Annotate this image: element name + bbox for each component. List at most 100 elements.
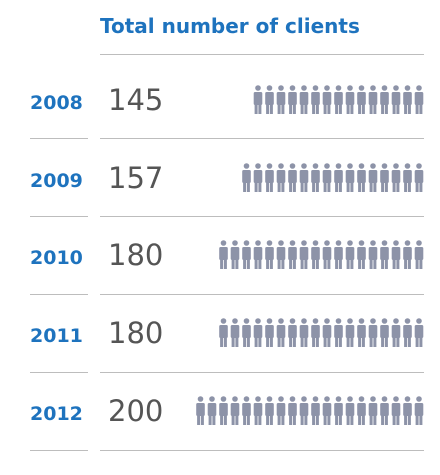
person-icon [334, 163, 343, 192]
chart-title: Total number of clients [100, 14, 360, 38]
person-icon [391, 318, 401, 347]
row-divider-left [30, 138, 88, 139]
person-icon [380, 163, 389, 192]
person-icon [414, 240, 424, 269]
person-icon [414, 85, 424, 114]
person-icon [322, 163, 332, 192]
person-icon [380, 396, 389, 425]
year-label: 2010 [30, 247, 83, 269]
row-divider-left [30, 294, 88, 295]
person-icon [322, 396, 332, 425]
person-icon [357, 240, 366, 269]
person-icon [391, 163, 401, 192]
person-icon [242, 240, 251, 269]
person-icon [345, 85, 355, 114]
person-icon [334, 240, 343, 269]
person-icon [414, 396, 424, 425]
person-icon [219, 240, 228, 269]
person-icon [391, 85, 401, 114]
person-icon [253, 85, 263, 114]
person-icon [357, 85, 366, 114]
figure-row [253, 85, 424, 114]
client-count: 200 [108, 394, 164, 428]
person-icon [242, 163, 251, 192]
person-icon [403, 163, 412, 192]
person-icon [368, 240, 378, 269]
row-divider-right [100, 294, 424, 295]
person-icon [380, 85, 389, 114]
person-icon [403, 240, 412, 269]
person-icon [276, 85, 286, 114]
client-count: 145 [108, 83, 164, 117]
person-icon [219, 318, 228, 347]
row-divider-right [100, 450, 424, 451]
person-icon [334, 318, 343, 347]
person-icon [288, 396, 297, 425]
person-icon [380, 240, 389, 269]
person-icon [299, 396, 309, 425]
person-icon [357, 396, 366, 425]
person-icon [265, 318, 274, 347]
person-icon [299, 85, 309, 114]
figure-row [219, 240, 424, 269]
person-icon [322, 240, 332, 269]
person-icon [219, 396, 228, 425]
year-label: 2008 [30, 92, 83, 114]
person-icon [368, 85, 378, 114]
person-icon [196, 396, 205, 425]
person-icon [414, 163, 424, 192]
person-icon [299, 163, 309, 192]
client-count: 180 [108, 238, 164, 272]
person-icon [357, 318, 366, 347]
client-count: 180 [108, 316, 164, 350]
year-label: 2011 [30, 325, 83, 347]
person-icon [345, 163, 355, 192]
person-icon [334, 85, 343, 114]
person-icon [380, 318, 389, 347]
person-icon [368, 318, 378, 347]
person-icon [230, 396, 240, 425]
person-icon [230, 240, 240, 269]
person-icon [391, 396, 401, 425]
row-divider-left [30, 372, 88, 373]
person-icon [311, 163, 320, 192]
person-icon [311, 85, 320, 114]
person-icon [288, 85, 297, 114]
person-icon [276, 163, 286, 192]
year-label: 2009 [30, 170, 83, 192]
person-icon [368, 163, 378, 192]
person-icon [207, 396, 217, 425]
person-icon [345, 240, 355, 269]
person-icon [299, 240, 309, 269]
row-divider-left [30, 216, 88, 217]
person-icon [403, 318, 412, 347]
row-divider-right [100, 216, 424, 217]
person-icon [288, 318, 297, 347]
person-icon [230, 318, 240, 347]
year-label: 2012 [30, 403, 83, 425]
person-icon [322, 318, 332, 347]
person-icon [299, 318, 309, 347]
person-icon [265, 240, 274, 269]
person-icon [242, 318, 251, 347]
person-icon [391, 240, 401, 269]
person-icon [334, 396, 343, 425]
person-icon [368, 396, 378, 425]
person-icon [345, 396, 355, 425]
person-icon [253, 318, 263, 347]
person-icon [311, 318, 320, 347]
client-count: 157 [108, 161, 164, 195]
row-divider-right [100, 372, 424, 373]
person-icon [253, 396, 263, 425]
figure-row [196, 396, 424, 425]
person-icon [414, 318, 424, 347]
figure-row [219, 318, 424, 347]
figure-row [242, 163, 424, 192]
person-icon [403, 396, 412, 425]
person-icon [403, 85, 412, 114]
row-divider-left [30, 450, 88, 451]
person-icon [276, 396, 286, 425]
person-icon [288, 240, 297, 269]
person-icon [265, 85, 274, 114]
